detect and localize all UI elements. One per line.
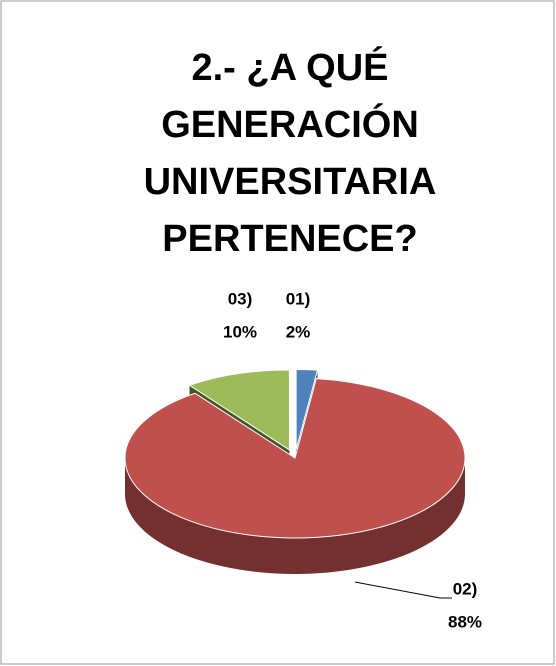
data-label-category: 02) (453, 579, 478, 598)
pie-slice (188, 369, 290, 451)
data-label-value: 88% (448, 612, 482, 631)
data-label-category: 01) (286, 289, 311, 308)
leader-line (354, 581, 441, 599)
chart-title: 2.- ¿A QUÉ GENERACIÓN UNIVERSITARIA PERT… (143, 47, 437, 260)
pie-slice (124, 378, 466, 539)
data-label-value: 2% (286, 322, 311, 341)
data-label-value: 10% (223, 322, 257, 341)
data-label-category: 03) (228, 289, 253, 308)
pie-side (125, 458, 465, 574)
pie-slice (295, 369, 319, 450)
